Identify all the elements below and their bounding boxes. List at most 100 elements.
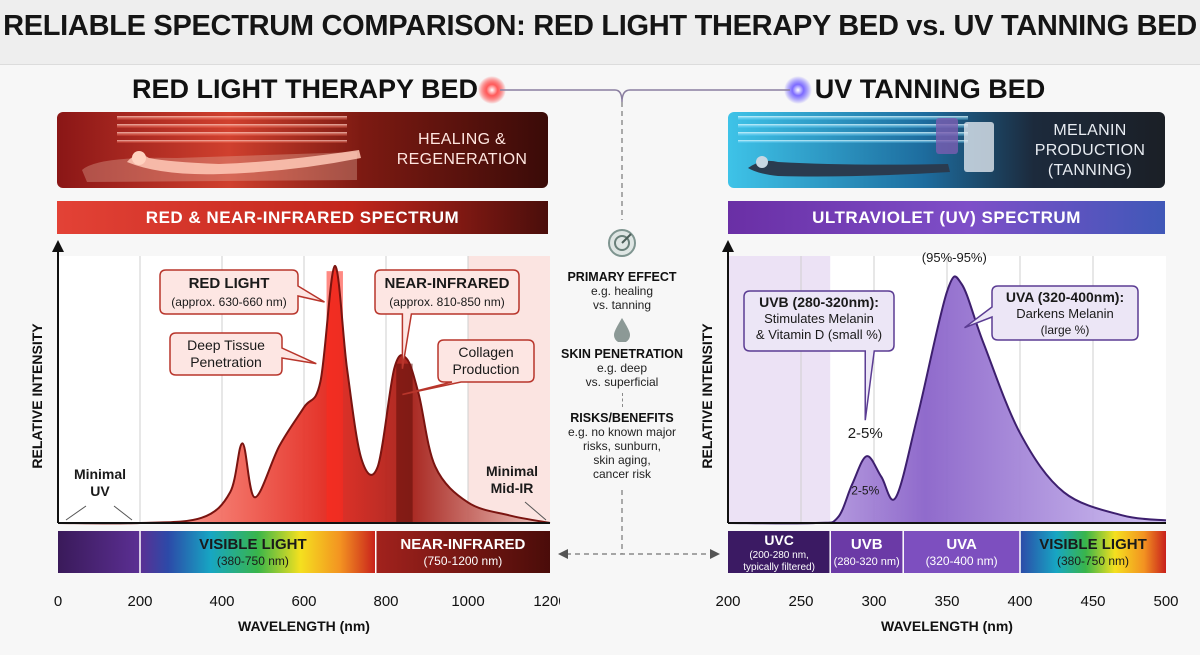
red-light-band (326, 271, 343, 523)
left-banner-line-2: REGENERATION (396, 151, 528, 168)
skin-penetration-line-1: e.g. deep (596, 361, 648, 375)
left-banner-image (57, 112, 548, 188)
right-region-sublabel: (380-750 nm) (1057, 554, 1129, 568)
uvb-callout-box (743, 290, 895, 421)
risks-heading: RISKS/BENEFITS (570, 411, 674, 425)
primary-effect-line-2: vs. tanning (592, 298, 652, 312)
collagen-callout-text: Collagen (458, 344, 513, 360)
right-chart: RELATIVE INTENSITY UVC (200-280 nm,typical… (699, 240, 1179, 634)
uvb-percent-inner-label: 2-5% (851, 484, 879, 498)
right-banner-text: MELANIN PRODUCTION (TANNING) (1020, 121, 1160, 181)
uva-callout-text: Darkens Melanin (1016, 306, 1114, 321)
right-x-tick-label: 200 (715, 593, 740, 610)
skin-penetration-line-2: vs. superficial (585, 375, 659, 389)
left-x-tick-label: 200 (127, 593, 152, 610)
minimal-uv-label: Minimal (74, 466, 126, 482)
minimal-mid-ir-pointer (524, 501, 547, 521)
right-region-sublabel: typically filtered) (743, 562, 815, 573)
right-region-label: UVA (946, 536, 977, 553)
red-light-callout-text: RED LIGHT (189, 275, 270, 292)
left-chart: RELATIVE INTENSITY VISIBLE LIGHT(380-750 … (29, 240, 560, 634)
skin-penetration-heading: SKIN PENETRATION (561, 347, 683, 361)
red-light-callout-box (159, 269, 325, 315)
page-title: RELIABLE SPECTRUM COMPARISON: RED LIGHT … (3, 10, 1197, 42)
left-region-sublabel: (750-1200 nm) (424, 554, 503, 568)
right-spectrum-label: ULTRAVIOLET (UV) SPECTRUM (728, 201, 1165, 234)
left-y-axis-label: RELATIVE INTENSITY (29, 323, 45, 469)
left-x-tick-label: 600 (291, 593, 316, 610)
right-spectrum-line (727, 275, 1167, 525)
right-region-0 (728, 531, 831, 573)
right-banner: MELANIN PRODUCTION (TANNING) (728, 112, 1165, 188)
red-light-callout-text: (approx. 630-660 nm) (171, 295, 286, 309)
left-x-tick-label: 400 (209, 593, 234, 610)
right-x-tick-label: 450 (1080, 593, 1105, 610)
left-x-tick-label: 1200 (533, 593, 560, 610)
left-banner-line-1: HEALING & (417, 131, 507, 148)
deep-tissue-callout-text: Penetration (190, 354, 262, 370)
uvb-callout-text: Stimulates Melanin (764, 311, 874, 326)
right-y-axis-label: RELATIVE INTENSITY (699, 323, 715, 469)
nir-callout-text: NEAR-INFRARED (385, 275, 510, 292)
left-x-tick-label: 1000 (451, 593, 484, 610)
target-icon (608, 229, 636, 257)
uvb-percent-label: 2-5% (848, 425, 883, 442)
uvb-callout-text: & Vitamin D (small %) (756, 327, 882, 342)
primary-effect-line-1: e.g. healing (590, 284, 654, 298)
minimal-uv-pointer (65, 505, 133, 521)
right-region-1 (830, 531, 904, 573)
blue-glow-dot (784, 76, 812, 104)
middle-item-skin-penetration: SKIN PENETRATION e.g. deep vs. superfici… (552, 347, 692, 389)
deep-tissue-callout-box (169, 332, 317, 376)
left-region-1 (375, 531, 550, 573)
left-y-axis-arrow (52, 240, 64, 252)
right-x-tick-label: 350 (934, 593, 959, 610)
right-spectrum-area (728, 276, 1166, 524)
left-spectrum-line (57, 264, 551, 525)
left-spectrum-area (58, 265, 550, 524)
uva-callout-text: (large %) (1041, 323, 1090, 337)
nir-callout: NEAR-INFRARED (approx. 810-850 nm) (374, 269, 520, 369)
left-x-tick-label: 0 (54, 593, 62, 610)
left-region-0 (140, 531, 376, 573)
red-light-callout: RED LIGHT (approx. 630-660 nm) (159, 269, 325, 315)
uva-callout-text: UVA (320-400nm): (1006, 289, 1124, 305)
middle-divider (552, 389, 692, 411)
right-header: UV TANNING BED (814, 74, 1046, 104)
right-region-label: VISIBLE LIGHT (1039, 536, 1147, 553)
uvb-callout-text: UVB (280-320nm): (759, 294, 879, 310)
uva-callout: UVA (320-400nm):Darkens Melanin (large %) (964, 285, 1139, 341)
right-region-sublabel: (280-320 nm) (834, 556, 900, 568)
right-x-tick-label: 250 (788, 593, 813, 610)
risks-line-1: e.g. no known major (567, 425, 677, 439)
deep-tissue-callout-text: Deep Tissue (187, 337, 265, 353)
right-region-label: UVC (764, 532, 794, 548)
right-banner-image (728, 112, 1165, 188)
primary-effect-heading: PRIMARY EFFECT (567, 270, 677, 284)
uva-callout-box (964, 285, 1139, 341)
risks-line-2: risks, sunburn, (582, 439, 662, 453)
right-banner-line-1: MELANIN (1053, 122, 1127, 139)
minimal-uv-label: UV (90, 483, 110, 499)
right-y-axis-arrow (722, 240, 734, 252)
right-region-3 (1020, 531, 1166, 573)
risks-line-4: cancer risk (592, 467, 651, 481)
left-banner-text: HEALING & REGENERATION (387, 130, 537, 170)
right-x-tick-label: 500 (1153, 593, 1178, 610)
left-x-axis-label: WAVELENGTH (nm) (238, 618, 370, 634)
left-x-tick-label: 800 (373, 593, 398, 610)
middle-column: PRIMARY EFFECT e.g. healing vs. tanning … (552, 225, 692, 481)
nir-band (396, 363, 413, 523)
collagen-callout-box (402, 339, 535, 396)
minimal-mid-ir-label: Minimal (486, 463, 538, 479)
left-banner: HEALING & REGENERATION (57, 112, 548, 188)
left-region-label: VISIBLE LIGHT (199, 536, 307, 553)
right-banner-line-3: (TANNING) (1047, 162, 1133, 179)
risks-line-3: skin aging, (593, 453, 651, 467)
left-region-sublabel: (380-750 nm) (217, 554, 289, 568)
right-region-2 (903, 531, 1020, 573)
title-bar (0, 0, 1200, 65)
left-region-label: NEAR-INFRARED (400, 536, 525, 553)
